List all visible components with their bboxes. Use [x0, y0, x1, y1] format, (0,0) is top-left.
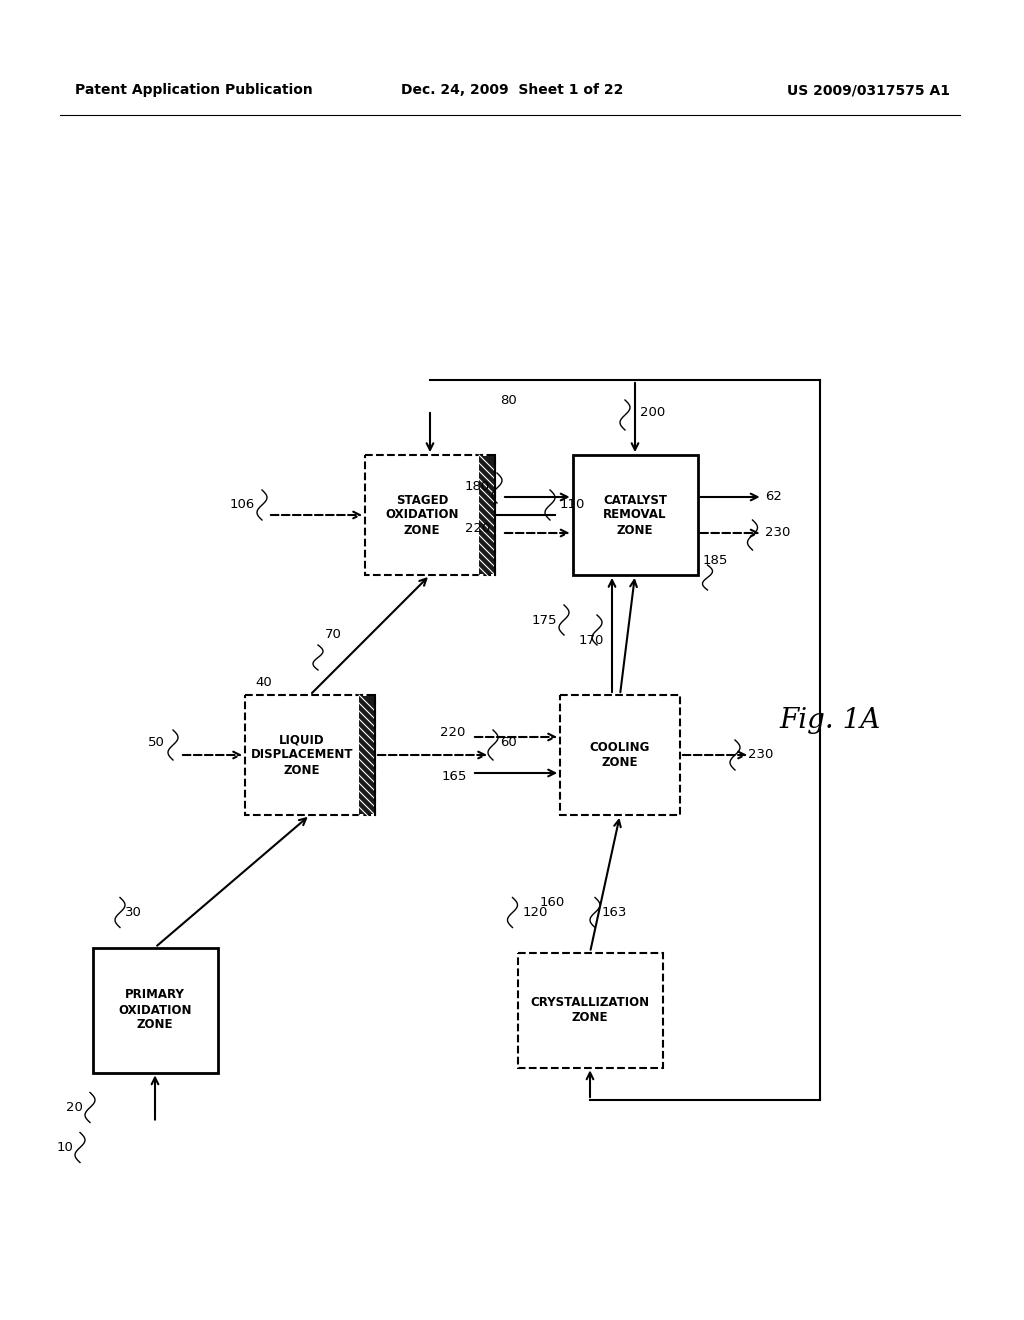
Text: 175: 175 — [531, 614, 557, 627]
Text: 230: 230 — [766, 527, 791, 540]
Bar — [572, 455, 697, 576]
Text: STAGED
OXIDATION
ZONE: STAGED OXIDATION ZONE — [385, 494, 459, 536]
Text: 220: 220 — [465, 523, 490, 536]
Text: Dec. 24, 2009  Sheet 1 of 22: Dec. 24, 2009 Sheet 1 of 22 — [400, 83, 624, 96]
Text: 170: 170 — [579, 634, 604, 647]
Text: US 2009/0317575 A1: US 2009/0317575 A1 — [787, 83, 950, 96]
Text: 163: 163 — [602, 906, 628, 919]
Text: CRYSTALLIZATION
ZONE: CRYSTALLIZATION ZONE — [530, 997, 649, 1024]
Text: CATALYST
REMOVAL
ZONE: CATALYST REMOVAL ZONE — [603, 494, 667, 536]
Bar — [560, 696, 680, 814]
Text: Patent Application Publication: Patent Application Publication — [75, 83, 312, 96]
Text: 220: 220 — [439, 726, 465, 739]
Text: 180: 180 — [465, 480, 490, 494]
Text: 160: 160 — [540, 896, 565, 909]
Text: 40: 40 — [255, 676, 271, 689]
Text: 200: 200 — [640, 407, 666, 420]
Text: 30: 30 — [125, 906, 142, 919]
Bar — [92, 948, 217, 1072]
Text: 230: 230 — [748, 748, 773, 762]
Text: 20: 20 — [67, 1101, 83, 1114]
Text: Fig. 1A: Fig. 1A — [779, 706, 881, 734]
Bar — [365, 455, 495, 576]
Text: 62: 62 — [766, 491, 782, 503]
Text: 70: 70 — [325, 628, 342, 642]
Bar — [479, 455, 494, 574]
Text: PRIMARY
OXIDATION
ZONE: PRIMARY OXIDATION ZONE — [118, 989, 191, 1031]
Text: 106: 106 — [229, 499, 255, 511]
Text: 120: 120 — [522, 906, 548, 919]
Text: COOLING
ZONE: COOLING ZONE — [590, 741, 650, 770]
Text: 80: 80 — [500, 393, 517, 407]
Text: 60: 60 — [500, 737, 517, 750]
Text: 185: 185 — [702, 553, 728, 566]
Bar — [517, 953, 663, 1068]
Text: 165: 165 — [441, 771, 467, 784]
Text: LIQUID
DISPLACEMENT
ZONE: LIQUID DISPLACEMENT ZONE — [251, 734, 353, 776]
Bar — [245, 696, 375, 814]
Text: 110: 110 — [560, 499, 586, 511]
Text: 10: 10 — [56, 1140, 73, 1154]
Text: 50: 50 — [148, 737, 165, 750]
Bar — [359, 696, 374, 814]
